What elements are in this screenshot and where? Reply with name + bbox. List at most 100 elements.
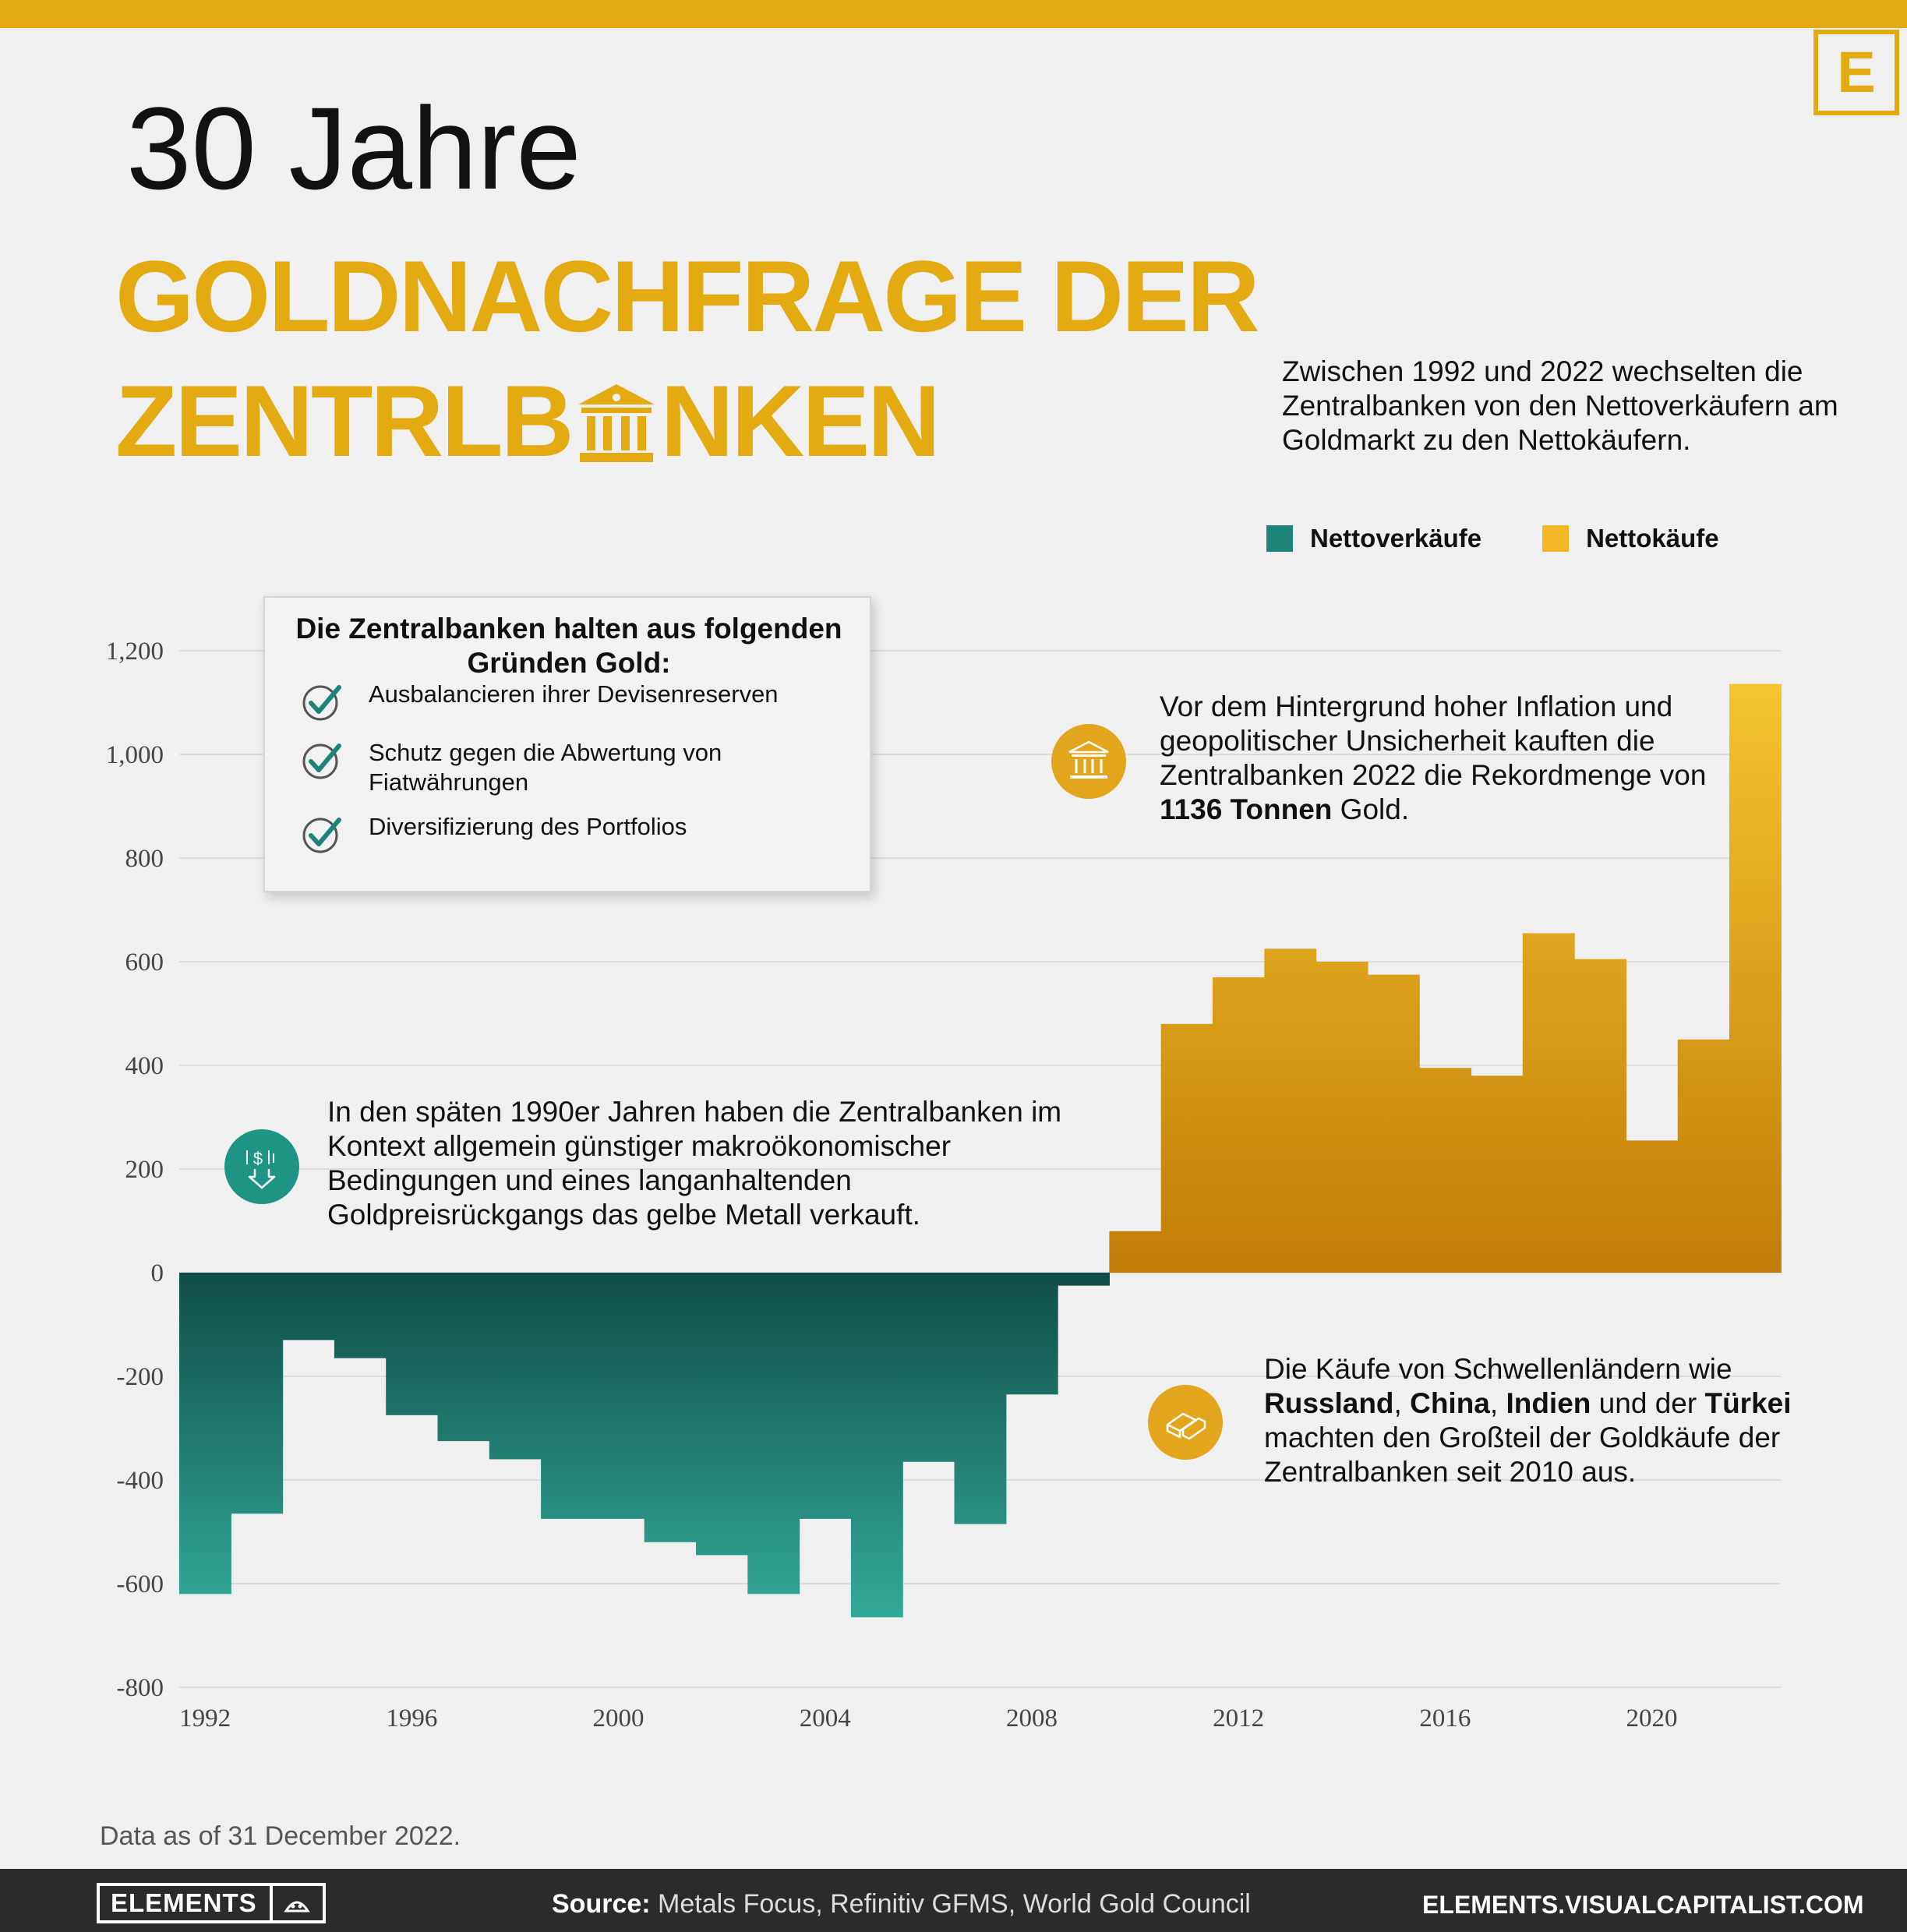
page-title-line2: ZENTRLB NKEN [115, 364, 941, 478]
bar-1993 [231, 1273, 284, 1514]
country-china: China [1410, 1387, 1490, 1419]
bar-2006 [902, 1273, 955, 1462]
x-tick-label: 1992 [179, 1704, 231, 1732]
bar-2015 [1367, 974, 1420, 1273]
reasons-box: Die Zentralbanken halten aus folgenden G… [263, 596, 871, 892]
gold-demand-chart: 1,2001,0008006004002000-200-400-600-8001… [106, 638, 1782, 1732]
site-link[interactable]: ELEMENTS.VISUALCAPITALIST.COM [1422, 1891, 1864, 1920]
country-turkey: Türkei [1704, 1387, 1792, 1419]
bar-2019 [1574, 959, 1626, 1273]
bar-2004 [799, 1273, 852, 1519]
country-russia: Russland [1264, 1387, 1394, 1419]
source-credit: Source: Metals Focus, Refinitiv GFMS, Wo… [552, 1889, 1251, 1920]
bar-2008 [1005, 1273, 1058, 1395]
callout-late-1990s: In den späten 1990er Jahren haben die Ze… [327, 1096, 1062, 1231]
y-tick-label: 1,200 [106, 638, 164, 666]
data-note: Data as of 31 December 2022. [100, 1821, 461, 1851]
bar-1995 [334, 1273, 387, 1358]
site-url: ELEMENTS.VISUALCAPITALIST.COM [1422, 1891, 1864, 1919]
bar-2013 [1264, 948, 1317, 1273]
bar-2010 [1109, 1231, 1162, 1273]
bar-2021 [1677, 1039, 1730, 1273]
bar-2020 [1626, 1140, 1679, 1273]
chart-legend: Nettoverkäufe Nettokäufe [1266, 524, 1780, 553]
y-tick-label: 0 [151, 1259, 164, 1287]
check-icon [302, 818, 341, 853]
callout-2022-text-end: Gold. [1332, 793, 1410, 825]
bar-2018 [1522, 933, 1575, 1273]
bar-1992 [179, 1273, 231, 1595]
legend-label-sales: Nettoverkäufe [1310, 524, 1482, 553]
y-tick-label: 1,000 [106, 741, 164, 769]
bar-1998 [489, 1273, 542, 1460]
bar-2016 [1419, 1068, 1472, 1273]
reason-text: Schutz gegen die Abwertung von Fiatwähru… [369, 739, 722, 796]
bar-2000 [592, 1273, 645, 1519]
y-tick-label: 400 [125, 1052, 164, 1080]
check-icon [302, 743, 341, 779]
dollar-down-icon: $ [224, 1129, 299, 1204]
y-tick-label: -400 [117, 1467, 164, 1495]
bar-2002 [696, 1273, 748, 1556]
bar-2005 [850, 1273, 903, 1618]
bar-2017 [1471, 1075, 1524, 1273]
callout-emerging-text: Die Käufe von Schwellenländern wie [1264, 1353, 1732, 1385]
callout-2022-record: Vor dem Hintergrund hoher Inflation und … [1160, 690, 1736, 827]
reason-item: Diversifizierung des Portfolios [300, 812, 805, 856]
bar-2009 [1058, 1273, 1110, 1286]
chart-bars [179, 683, 1782, 1618]
axis-ticks: 1,2001,0008006004002000-200-400-600-8001… [106, 638, 1678, 1732]
source-text: Metals Focus, Refinitiv GFMS, World Gold… [650, 1889, 1251, 1919]
y-tick-label: -600 [117, 1570, 164, 1598]
legend-entry-sales: Nettoverkäufe [1266, 524, 1481, 553]
x-tick-label: 2000 [593, 1704, 644, 1732]
bar-2001 [644, 1273, 697, 1542]
callout-emerging-sep: , [1393, 1387, 1411, 1419]
legend-swatch-buys [1542, 525, 1570, 552]
country-india: Indien [1506, 1387, 1591, 1419]
x-tick-label: 2012 [1213, 1704, 1264, 1732]
callout-emerging-text-end: machten den Großteil der Goldkäufe der Z… [1264, 1422, 1781, 1488]
reason-item: Ausbalancieren ihrer Devisenreserven [300, 680, 805, 723]
reason-item: Schutz gegen die Abwertung von Fiatwähru… [300, 738, 805, 797]
callout-emerging-sep: , [1489, 1387, 1506, 1419]
check-icon [302, 685, 341, 721]
svg-text:$: $ [253, 1149, 263, 1168]
bar-1996 [386, 1273, 439, 1415]
bar-2007 [954, 1273, 1007, 1524]
legend-label-buys: Nettokäufe [1586, 524, 1719, 553]
y-tick-label: -800 [117, 1674, 164, 1702]
bar-2022 [1729, 683, 1782, 1273]
reason-text: Ausbalancieren ihrer Devisenreserven [369, 680, 779, 708]
page-title-line2-end: NKEN [660, 364, 941, 478]
reason-text: Diversifizierung des Portfolios [369, 813, 687, 840]
x-tick-label: 2004 [800, 1704, 851, 1732]
elements-logo[interactable]: ELEMENTS [97, 1883, 326, 1923]
legend-swatch-sales [1266, 525, 1293, 552]
page-subtitle: 30 Jahre [126, 83, 581, 214]
bar-2014 [1315, 962, 1368, 1273]
bar-2012 [1213, 977, 1265, 1273]
elements-logo-text: ELEMENTS [111, 1888, 257, 1917]
bar-1997 [437, 1273, 490, 1442]
y-tick-label: 800 [125, 845, 164, 873]
bar-1994 [282, 1273, 335, 1340]
gold-bars-icon [1148, 1385, 1223, 1460]
bar-1999 [541, 1273, 593, 1519]
intro-text: Zwischen 1992 und 2022 wechselten die Ze… [1282, 355, 1838, 456]
x-tick-label: 2020 [1626, 1704, 1678, 1732]
brand-badge[interactable]: E [1813, 30, 1899, 115]
top-accent-bar [0, 0, 1907, 28]
callout-2022-text: Vor dem Hintergrund hoher Inflation und … [1160, 691, 1707, 791]
bank-icon [577, 384, 655, 462]
x-tick-label: 2016 [1419, 1704, 1471, 1732]
legend-entry-buys: Nettokäufe [1542, 524, 1719, 553]
y-tick-label: 200 [125, 1156, 164, 1184]
page-title-line2-start: ZENTRLB [115, 364, 574, 478]
reasons-title: Die Zentralbanken halten aus folgenden G… [295, 613, 842, 679]
x-tick-label: 2008 [1006, 1704, 1058, 1732]
bar-2003 [747, 1273, 800, 1595]
y-tick-label: -200 [117, 1363, 164, 1391]
y-tick-label: 600 [125, 948, 164, 977]
logo-divider [269, 1886, 273, 1920]
